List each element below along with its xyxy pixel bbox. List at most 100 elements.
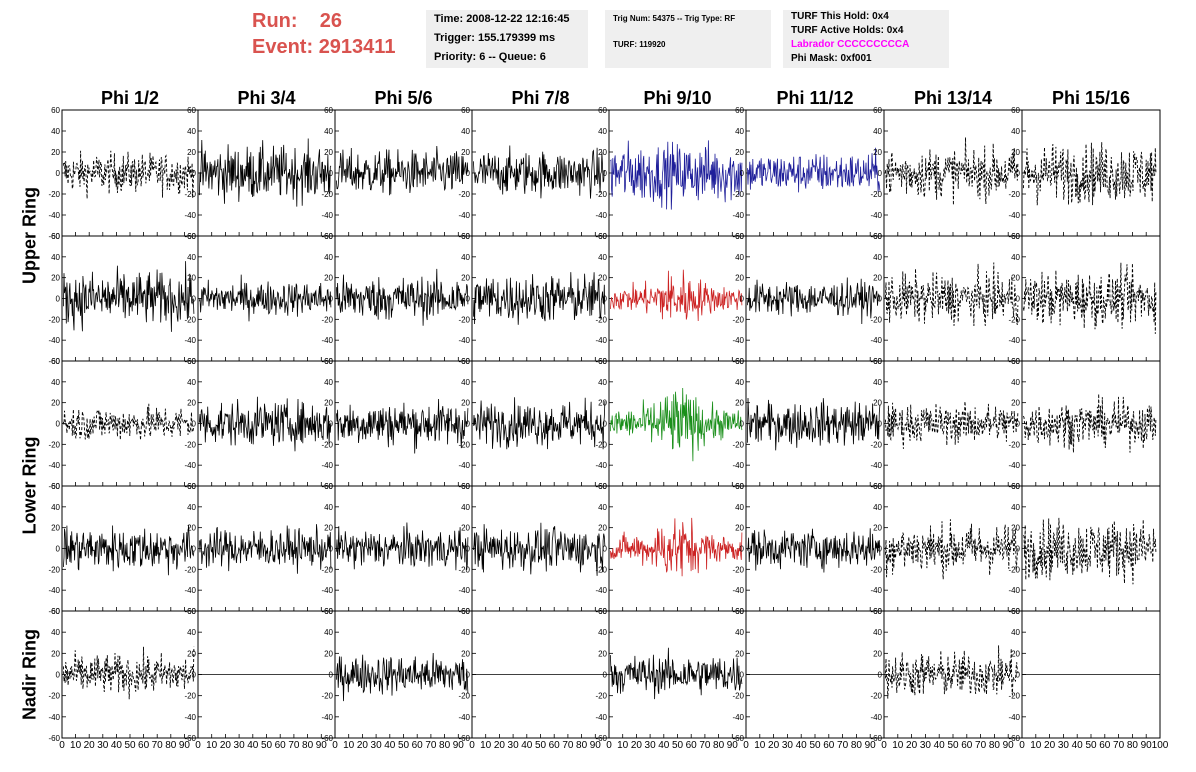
y-tick-label: 40 — [873, 253, 882, 262]
y-tick-label: 0 — [740, 545, 745, 554]
x-tick-label: 70 — [699, 740, 711, 751]
y-tick-label: 40 — [461, 628, 470, 637]
y-tick-label: 40 — [1011, 503, 1020, 512]
x-tick-label: 90 — [179, 740, 191, 751]
y-tick-label: 20 — [1011, 649, 1020, 658]
x-tick-label: 30 — [234, 740, 246, 751]
waveform-trace — [610, 387, 743, 462]
waveform-trace — [336, 145, 469, 196]
y-tick-label: -20 — [458, 315, 470, 324]
y-tick-label: -40 — [184, 461, 196, 470]
y-tick-label: -20 — [595, 440, 607, 449]
y-tick-label: 40 — [187, 628, 196, 637]
x-tick-label: 30 — [645, 740, 657, 751]
phi-mask: Phi Mask: 0xf001 — [791, 53, 872, 64]
y-tick-label: -20 — [870, 692, 882, 701]
x-tick-label: 30 — [1058, 740, 1070, 751]
y-tick-label: 0 — [1016, 295, 1021, 304]
x-tick-label: 100 — [1152, 740, 1169, 751]
waveform-trace — [473, 272, 606, 325]
y-tick-label: 20 — [735, 399, 744, 408]
y-tick-label: 40 — [1011, 253, 1020, 262]
x-tick-label: 0 — [469, 740, 475, 751]
y-tick-label: 60 — [735, 232, 744, 241]
y-tick-label: 0 — [329, 169, 334, 178]
x-tick-label: 10 — [754, 740, 766, 751]
y-tick-label: 40 — [461, 127, 470, 136]
y-tick-label: 60 — [324, 482, 333, 491]
y-tick-label: 20 — [324, 524, 333, 533]
waveform-panel-r5-c4: -60 -40 -20 0 20 40 60 — [458, 607, 610, 743]
x-tick-label: 20 — [768, 740, 780, 751]
y-tick-label: 40 — [598, 253, 607, 262]
x-tick-label: 10 — [206, 740, 218, 751]
y-tick-label: -40 — [184, 336, 196, 345]
y-tick-label: 40 — [1011, 127, 1020, 136]
y-tick-label: 40 — [735, 628, 744, 637]
y-tick-label: -40 — [595, 713, 607, 722]
y-tick-label: 0 — [466, 545, 471, 554]
y-tick-label: 40 — [324, 503, 333, 512]
x-tick-label: 30 — [920, 740, 932, 751]
y-tick-label: -60 — [595, 734, 607, 743]
y-tick-label: 40 — [735, 378, 744, 387]
y-tick-label: 40 — [1011, 628, 1020, 637]
y-tick-label: -20 — [48, 190, 60, 199]
waveform-trace — [336, 268, 469, 326]
y-tick-label: -40 — [595, 586, 607, 595]
x-tick-label: 80 — [576, 740, 588, 751]
waveform-panel-r5-c6: -60 -40 -20 0 20 40 60 — [732, 607, 885, 743]
y-tick-label: 0 — [56, 295, 61, 304]
y-tick-label: 60 — [461, 357, 470, 366]
y-tick-label: 0 — [329, 295, 334, 304]
y-tick-label: -20 — [595, 692, 607, 701]
y-tick-label: -20 — [184, 565, 196, 574]
y-tick-label: 40 — [735, 127, 744, 136]
x-tick-label: 60 — [686, 740, 698, 751]
y-tick-label: -20 — [1008, 315, 1020, 324]
y-tick-label: -40 — [732, 461, 744, 470]
y-tick-label: -40 — [595, 336, 607, 345]
y-tick-label: 60 — [1011, 482, 1020, 491]
y-tick-label: -20 — [184, 440, 196, 449]
y-tick-label: 60 — [873, 232, 882, 241]
waveform-trace — [884, 401, 1019, 449]
y-tick-label: 20 — [1011, 148, 1020, 157]
waveform-trace — [199, 138, 332, 207]
y-tick-label: 0 — [1016, 420, 1021, 429]
waveform-panel-r5-c3: -60 -40 -20 0 20 40 60 — [321, 607, 473, 743]
y-tick-label: 0 — [192, 671, 197, 680]
x-tick-label: 90 — [453, 740, 465, 751]
y-tick-label: 20 — [598, 274, 607, 283]
y-tick-label: 60 — [461, 607, 470, 616]
x-tick-label: 90 — [590, 740, 602, 751]
y-tick-label: 20 — [598, 524, 607, 533]
y-tick-label: 0 — [1016, 671, 1021, 680]
waveform-trace — [199, 396, 332, 452]
x-tick-label: 60 — [823, 740, 835, 751]
y-tick-label: -40 — [48, 336, 60, 345]
y-tick-label: 20 — [51, 399, 60, 408]
y-tick-label: -40 — [732, 586, 744, 595]
y-tick-label: 20 — [735, 274, 744, 283]
y-tick-label: -40 — [458, 586, 470, 595]
y-tick-label: 0 — [56, 671, 61, 680]
turf-active-holds: TURF Active Holds: 0x4 — [791, 25, 904, 36]
x-tick-label: 20 — [631, 740, 643, 751]
column-header-phi-1-2: Phi 1/2 — [100, 88, 160, 108]
x-tick-label: 50 — [261, 740, 273, 751]
y-tick-label: 0 — [740, 295, 745, 304]
y-tick-label: -40 — [184, 586, 196, 595]
x-tick-label: 60 — [138, 740, 150, 751]
y-tick-label: 0 — [878, 169, 883, 178]
y-tick-label: 0 — [878, 295, 883, 304]
panel-frame — [1021, 235, 1161, 362]
waveform-panel-r5-c7: -60 -40 -20 0 20 40 60 — [870, 607, 1023, 743]
waveform-trace — [1023, 517, 1157, 585]
